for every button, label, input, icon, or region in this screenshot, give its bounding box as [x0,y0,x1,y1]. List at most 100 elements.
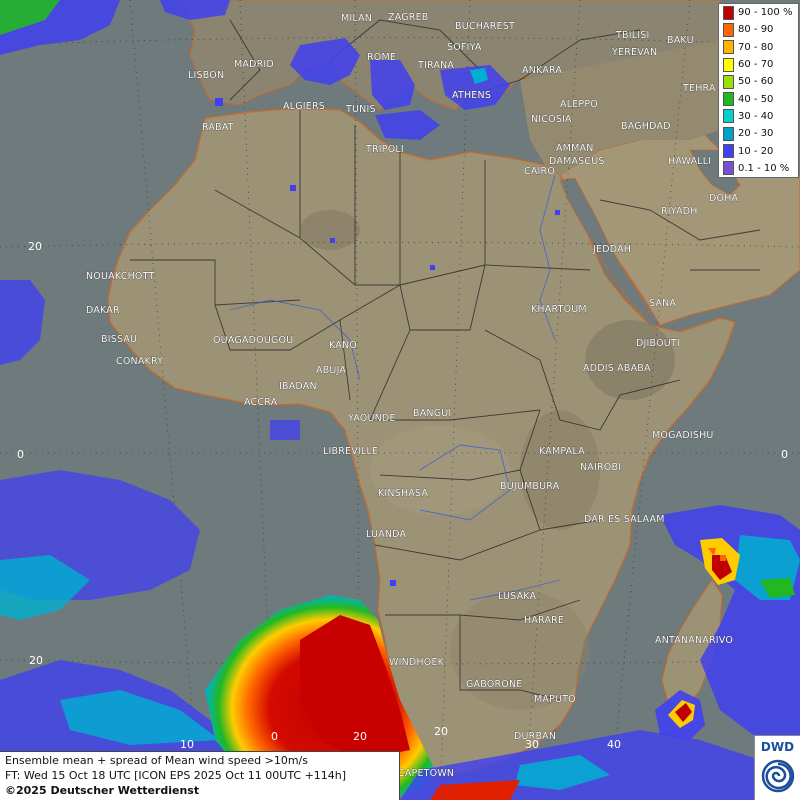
city-label: SANA [649,298,676,309]
city-label: TBILISI [615,30,649,41]
legend-item: 50 - 60 [719,73,798,90]
city-label: MOGADISHU [652,430,714,441]
probability-legend: 90 - 100 % 80 - 90 70 - 80 60 - 70 50 - … [718,3,799,178]
legend-item: 60 - 70 [719,56,798,73]
legend-label: 40 - 50 [738,93,774,105]
ethiopian-highlands [585,320,675,400]
city-label: ACCRA [244,397,278,408]
lon-label: 30 [525,738,539,751]
legend-item: 80 - 90 [719,21,798,38]
city-label: CAPETOWN [398,768,454,779]
middle-east-land [520,40,720,175]
lat-label: 20 [29,654,43,667]
lat-label: 20 [28,240,42,253]
dwd-logo-text: DWD [760,740,795,754]
city-label: KHARTOUM [531,304,587,315]
rivers [229,174,561,601]
city-label: LISBON [188,70,224,81]
lat-label: 0 [17,448,24,461]
city-label: DAKAR [86,305,120,316]
legend-swatch [723,144,734,159]
legend-label: 0.1 - 10 % [738,162,790,174]
city-label: TUNIS [345,104,376,115]
city-label: KINSHASA [378,488,428,499]
legend-swatch [723,161,734,176]
legend-swatch [723,74,734,89]
dwd-logo: DWD [754,735,800,800]
city-label: HAWALLI [668,156,711,167]
city-label: ATHENS [452,90,491,101]
congo-basin [370,425,510,515]
city-label: BANGUI [413,408,451,419]
legend-item: 20 - 30 [719,125,798,142]
legend-item: 0.1 - 10 % [719,160,798,177]
city-label: WINDHOEK [389,657,445,668]
city-label: TRIPOLI [365,144,404,155]
legend-item: 40 - 50 [719,90,798,107]
lon-label: 0 [271,730,278,743]
lon-label: 20 [434,725,448,738]
country-borders [130,19,761,701]
legend-swatch [723,22,734,37]
city-label: BUCHAREST [455,21,515,32]
city-label: KAMPALA [539,446,585,457]
legend-item: 90 - 100 % [719,4,798,21]
copyright-notice: ©2025 Deutscher Wetterdienst [5,784,200,797]
east-african-highlands [520,410,600,530]
legend-swatch [723,126,734,141]
legend-label: 10 - 20 [738,145,774,157]
legend-item: 30 - 40 [719,108,798,125]
city-label: LIBREVILLE [323,446,378,457]
city-label: YEREVAN [611,47,657,58]
legend-swatch [723,92,734,107]
city-label: BAGHDAD [621,121,671,132]
spiral-icon [761,759,795,793]
city-label: MADRID [234,59,274,70]
city-label: KANO [329,340,357,351]
red-sea [559,177,651,319]
city-label: NAIROBI [580,462,621,473]
legend-label: 50 - 60 [738,76,774,88]
lon-label: 40 [607,738,621,751]
city-label: AMMAN [556,143,594,154]
city-label: YAOUNDE [347,413,396,424]
legend-label: 90 - 100 % [738,7,793,19]
city-label: ALEPPO [560,99,598,110]
city-label: JEDDAH [592,244,631,255]
city-label: IBADAN [279,381,317,392]
city-label: LUANDA [366,529,407,540]
city-label: MAPUTO [534,694,576,705]
city-label: RIYADH [661,206,698,217]
city-label: MILAN [341,13,372,24]
legend-swatch [723,109,734,124]
city-label: DAR ES SALAAM [584,514,665,525]
city-label: BAKU [667,35,694,46]
city-labels: MILAN ZAGREB BUCHAREST BAKU SOFIYA TBILI… [86,12,739,780]
city-label: TEHRA [682,83,716,94]
city-label: ROME [367,52,396,63]
city-label: DURBAN [514,731,556,742]
city-label: CONAKRY [116,356,163,367]
forecast-time: FT: Wed 15 Oct 18 UTC [ICON EPS 2025 Oct… [5,769,347,782]
city-label: SOFIYA [447,42,482,53]
city-label: ZAGREB [388,12,429,23]
city-label: BISSAU [101,334,137,345]
city-label: ALGIERS [283,101,325,112]
city-label: ADDIS ABABA [583,363,651,374]
legend-item: 10 - 20 [719,142,798,159]
lon-label: 20 [353,730,367,743]
city-label: ANTANANARIVO [655,635,733,646]
legend-label: 60 - 70 [738,59,774,71]
city-label: OUAGADOUGOU [213,335,293,346]
lat-label: 0 [781,448,788,461]
lon-label: 10 [180,738,194,751]
legend-swatch [723,40,734,55]
city-label: ABUJA [316,365,346,376]
city-label: DJIBOUTI [636,338,680,349]
city-label: CAIRO [524,166,555,177]
city-label: NOUAKCHOTT [86,271,154,282]
legend-label: 80 - 90 [738,24,774,36]
graticule-labels: 20 0 0 20 10 0 20 20 30 40 [17,240,788,751]
legend-item: 70 - 80 [719,39,798,56]
